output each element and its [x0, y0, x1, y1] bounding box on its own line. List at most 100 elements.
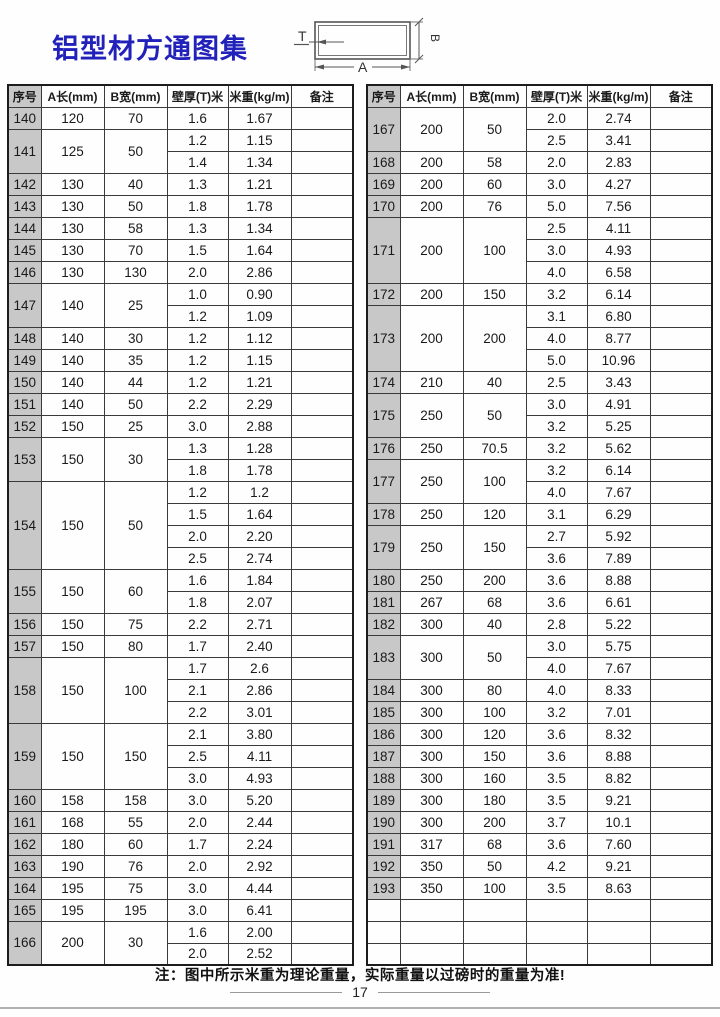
weight-cell: 9.21 — [586, 788, 651, 812]
weight-cell: 1.64 — [227, 238, 292, 262]
b-width-cell: 100 — [462, 876, 527, 900]
header-row: 序号 A长(mm) B宽(mm) 壁厚(T)米 米重(kg/m) 备注 — [366, 84, 713, 108]
thickness-cell: 3.2 — [525, 700, 588, 724]
weight-cell: 2.88 — [227, 414, 292, 438]
thickness-cell: 3.6 — [525, 568, 588, 592]
weight-cell: 8.32 — [586, 722, 651, 746]
table-row: 2.0 2.52 — [8, 942, 354, 966]
thickness-cell: 3.6 — [525, 832, 588, 856]
remark-cell — [290, 788, 354, 812]
table-row: 2.0 2.20 — [8, 524, 354, 548]
b-width-cell: 50 — [103, 480, 168, 570]
remark-cell — [649, 436, 713, 460]
remark-cell — [649, 788, 713, 812]
weight-cell: 7.56 — [586, 194, 651, 218]
serial-cell: 159 — [7, 722, 42, 790]
a-length-cell: 125 — [40, 128, 105, 174]
remark-cell — [649, 106, 713, 130]
thickness-cell: 1.0 — [166, 282, 229, 306]
weight-cell: 1.67 — [227, 106, 292, 130]
weight-cell: 1.09 — [227, 304, 292, 328]
serial-cell: 168 — [366, 150, 401, 174]
weight-cell: 8.33 — [586, 678, 651, 702]
tube-outer-rect — [314, 21, 411, 60]
table-row: 161 168 55 2.0 2.44 — [7, 810, 354, 834]
b-width-cell: 76 — [462, 194, 527, 218]
weight-cell: 2.52 — [227, 942, 292, 966]
table-row: 182 300 40 2.8 5.22 — [366, 612, 713, 636]
remark-cell — [290, 304, 354, 328]
a-length-cell: 150 — [40, 612, 105, 636]
a-length-cell: 350 — [399, 854, 464, 878]
a-length-cell: 130 — [40, 260, 105, 284]
b-width-cell: 30 — [103, 326, 168, 350]
table-row: 2.2 3.01 — [8, 700, 354, 724]
weight-cell: 7.01 — [586, 700, 651, 724]
b-width-cell: 50 — [103, 194, 168, 218]
weight-cell: 7.89 — [586, 546, 651, 570]
remark-cell — [290, 436, 354, 460]
weight-cell: 6.14 — [586, 458, 651, 482]
b-width-cell — [462, 898, 527, 922]
right-spec-table: 序号 A长(mm) B宽(mm) 壁厚(T)米 米重(kg/m) 备注 167 200 50 2.… — [366, 84, 713, 966]
serial-cell: 144 — [7, 216, 42, 240]
table-row: 168 200 58 2.0 2.83 — [366, 150, 713, 174]
table-row: 1.5 1.64 — [8, 502, 354, 526]
a-length-cell: 158 — [40, 788, 105, 812]
weight-cell: 3.41 — [586, 128, 651, 152]
a-length-cell: 150 — [40, 480, 105, 570]
thickness-cell: 1.7 — [166, 832, 229, 856]
table-row: 159 150 150 2.1 3.80 — [7, 722, 354, 790]
remark-cell — [649, 172, 713, 196]
serial-cell — [366, 942, 401, 966]
b-width-cell: 40 — [462, 612, 527, 636]
weight-cell: 1.15 — [227, 128, 292, 152]
b-width-cell: 120 — [462, 722, 527, 746]
b-width-cell: 50 — [462, 634, 527, 680]
a-length-cell: 267 — [399, 590, 464, 614]
remark-cell — [649, 590, 713, 614]
thickness-cell: 4.0 — [525, 678, 588, 702]
table-row: 174 210 40 2.5 3.43 — [366, 370, 713, 394]
b-width-cell: 55 — [103, 810, 168, 834]
thickness-cell: 1.8 — [166, 590, 229, 614]
a-length-cell: 250 — [399, 568, 464, 592]
thickness-cell: 3.6 — [525, 744, 588, 768]
thickness-cell: 3.0 — [525, 172, 588, 196]
a-length-cell: 200 — [399, 106, 464, 152]
remark-cell — [290, 700, 354, 724]
weight-cell: 1.15 — [227, 348, 292, 372]
b-width-cell: 195 — [103, 898, 168, 922]
table-row: 169 200 60 3.0 4.27 — [366, 172, 713, 196]
b-width-cell: 80 — [103, 634, 168, 658]
header-cell: A长(mm) — [399, 84, 464, 108]
header-row: 序号 A长(mm) B宽(mm) 壁厚(T)米 米重(kg/m) 备注 — [7, 84, 354, 108]
weight-cell: 1.84 — [227, 568, 292, 592]
remark-cell — [290, 766, 354, 790]
thickness-cell: 3.1 — [525, 304, 588, 328]
thickness-cell: 1.4 — [166, 150, 229, 174]
serial-cell: 173 — [366, 304, 401, 372]
remark-cell — [290, 546, 354, 570]
remark-cell — [290, 260, 354, 284]
weight-cell: 1.21 — [227, 370, 292, 394]
a-length-cell — [399, 920, 464, 944]
b-width-cell: 200 — [462, 568, 527, 592]
b-width-cell: 60 — [462, 172, 527, 196]
remark-cell — [649, 832, 713, 856]
weight-cell — [586, 898, 651, 922]
thickness-cell: 3.2 — [525, 458, 588, 482]
table-row: 191 317 68 3.6 7.60 — [366, 832, 713, 856]
table-row: 190 300 200 3.7 10.1 — [366, 810, 713, 834]
remark-cell — [290, 524, 354, 548]
thickness-cell: 3.6 — [525, 546, 588, 570]
table-row: 157 150 80 1.7 2.40 — [7, 634, 354, 658]
a-length-cell: 300 — [399, 810, 464, 834]
dim-label-t: T — [298, 28, 307, 44]
remark-cell — [290, 480, 354, 504]
thickness-cell: 2.8 — [525, 612, 588, 636]
thickness-cell: 5.0 — [525, 348, 588, 372]
b-width-cell: 68 — [462, 832, 527, 856]
serial-cell: 184 — [366, 678, 401, 702]
page-title: 铝型材方通图集 — [52, 34, 248, 64]
